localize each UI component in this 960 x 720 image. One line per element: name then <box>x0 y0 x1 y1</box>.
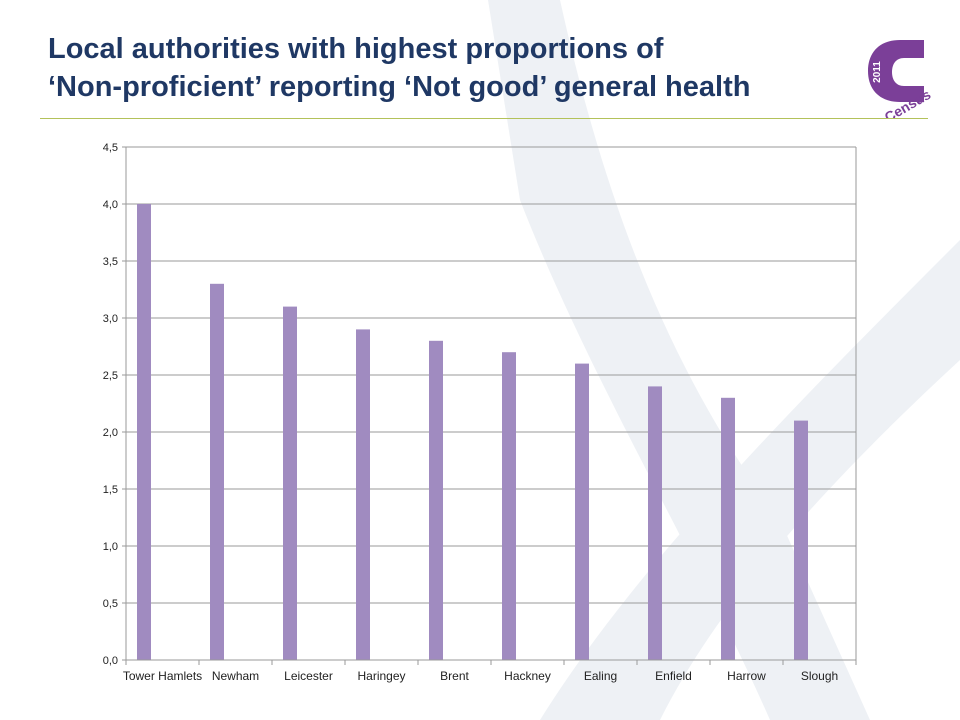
bar-tower-hamlets <box>137 204 151 660</box>
y-tick-label: 3,0 <box>103 313 118 325</box>
slide-title-line-1: Local authorities with highest proportio… <box>48 33 664 65</box>
slide-title-line-2: ‘Non-proficient’ reporting ‘Not good’ ge… <box>48 71 751 103</box>
bar-haringey <box>356 329 370 660</box>
y-tick-label: 1,0 <box>103 541 118 553</box>
x-category-label: Ealing <box>584 669 617 683</box>
x-category-label: Tower Hamlets <box>123 669 202 683</box>
logo-year: 2011 <box>872 61 883 83</box>
x-category-label: Enfield <box>655 669 692 683</box>
y-tick-label: 0,0 <box>103 655 118 667</box>
y-tick-label: 4,5 <box>103 142 118 154</box>
x-category-label: Newham <box>212 669 259 683</box>
census-2011-logo: 2011 Census <box>868 40 934 118</box>
bar-enfield <box>648 386 662 660</box>
y-tick-label: 0,5 <box>103 598 118 610</box>
x-category-label: Slough <box>801 669 838 683</box>
y-tick-label: 4,0 <box>103 199 118 211</box>
chart-gridlines <box>126 146 856 661</box>
chart-bars <box>137 204 808 660</box>
bar-newham <box>210 283 224 660</box>
y-tick-label: 1,5 <box>103 484 118 496</box>
x-category-label: Haringey <box>357 669 405 683</box>
x-category-label: Hackney <box>504 669 551 683</box>
bar-harrow <box>721 397 735 660</box>
bar-slough <box>794 420 808 660</box>
x-category-label: Harrow <box>727 669 766 683</box>
y-tick-label: 2,0 <box>103 427 118 439</box>
bar-brent <box>429 340 443 660</box>
y-tick-label: 2,5 <box>103 370 118 382</box>
chart-axes: 0,0 0,5 1,0 1,5 2,0 2,5 3,0 3,5 4,0 4,5 Tower Haml… <box>103 142 857 683</box>
y-tick-label: 3,5 <box>103 256 118 268</box>
x-category-label: Brent <box>440 669 469 683</box>
bar-hackney <box>502 352 516 660</box>
bar-leicester <box>283 306 297 660</box>
slide-title: Local authorities with highest proportio… <box>48 30 848 106</box>
bar-ealing <box>575 363 589 660</box>
x-category-label: Leicester <box>284 669 333 683</box>
title-divider <box>40 118 928 119</box>
